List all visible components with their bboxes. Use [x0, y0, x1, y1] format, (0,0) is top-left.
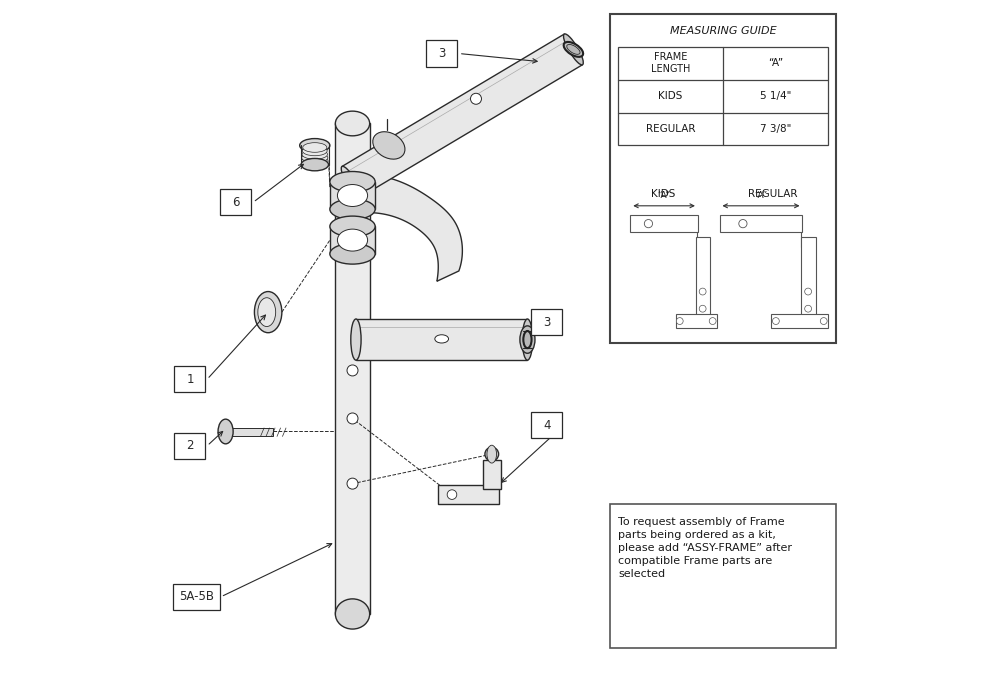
- Text: REGULAR: REGULAR: [748, 189, 797, 199]
- Circle shape: [805, 305, 812, 312]
- Ellipse shape: [303, 143, 327, 152]
- Ellipse shape: [301, 158, 328, 171]
- Circle shape: [739, 220, 747, 228]
- Ellipse shape: [254, 292, 282, 333]
- Text: 5 1/4": 5 1/4": [760, 91, 791, 101]
- Text: “A”: “A”: [754, 191, 768, 200]
- Ellipse shape: [520, 326, 535, 353]
- FancyBboxPatch shape: [610, 504, 836, 648]
- FancyBboxPatch shape: [426, 40, 457, 67]
- FancyBboxPatch shape: [696, 237, 710, 322]
- Ellipse shape: [523, 331, 532, 348]
- Circle shape: [347, 478, 358, 489]
- Text: 6: 6: [232, 196, 240, 209]
- Ellipse shape: [341, 166, 361, 198]
- Text: 7 3/8": 7 3/8": [760, 124, 791, 134]
- Text: REGULAR: REGULAR: [646, 124, 695, 134]
- Ellipse shape: [301, 156, 328, 166]
- Ellipse shape: [335, 599, 370, 629]
- Circle shape: [820, 318, 827, 324]
- FancyBboxPatch shape: [173, 584, 220, 610]
- Ellipse shape: [218, 419, 233, 444]
- Text: MEASURING GUIDE: MEASURING GUIDE: [670, 26, 776, 36]
- FancyBboxPatch shape: [174, 433, 205, 459]
- Text: 3: 3: [543, 316, 550, 329]
- Ellipse shape: [301, 160, 328, 169]
- Ellipse shape: [330, 172, 375, 192]
- Ellipse shape: [335, 111, 370, 136]
- FancyBboxPatch shape: [174, 366, 205, 392]
- Ellipse shape: [522, 319, 533, 360]
- FancyBboxPatch shape: [483, 460, 501, 489]
- Circle shape: [699, 288, 706, 295]
- Circle shape: [485, 447, 499, 461]
- FancyBboxPatch shape: [220, 189, 251, 215]
- FancyBboxPatch shape: [301, 145, 328, 165]
- Text: 5A-5B: 5A-5B: [179, 591, 214, 603]
- FancyBboxPatch shape: [801, 237, 816, 322]
- FancyBboxPatch shape: [610, 14, 836, 343]
- Ellipse shape: [564, 34, 583, 65]
- Ellipse shape: [373, 132, 405, 159]
- Ellipse shape: [300, 139, 330, 152]
- Ellipse shape: [487, 445, 497, 463]
- FancyBboxPatch shape: [676, 314, 717, 328]
- Circle shape: [699, 305, 706, 312]
- FancyBboxPatch shape: [618, 47, 828, 145]
- FancyBboxPatch shape: [720, 215, 802, 232]
- FancyBboxPatch shape: [771, 314, 828, 328]
- FancyBboxPatch shape: [330, 226, 375, 254]
- Ellipse shape: [302, 153, 328, 163]
- FancyBboxPatch shape: [630, 215, 698, 232]
- Ellipse shape: [302, 150, 327, 159]
- Ellipse shape: [351, 319, 361, 360]
- FancyBboxPatch shape: [232, 428, 273, 436]
- FancyBboxPatch shape: [335, 123, 370, 614]
- Ellipse shape: [258, 298, 276, 327]
- Ellipse shape: [330, 216, 375, 237]
- Ellipse shape: [337, 185, 368, 206]
- Circle shape: [471, 93, 481, 104]
- Text: 3: 3: [438, 47, 445, 60]
- FancyBboxPatch shape: [531, 412, 562, 438]
- Circle shape: [644, 220, 653, 228]
- Text: To request assembly of Frame
parts being ordered as a kit,
please add “ASSY-FRAM: To request assembly of Frame parts being…: [618, 517, 792, 580]
- Text: “A”: “A”: [658, 191, 671, 200]
- Circle shape: [709, 318, 716, 324]
- FancyBboxPatch shape: [531, 309, 562, 335]
- Ellipse shape: [302, 146, 327, 156]
- Polygon shape: [356, 319, 527, 360]
- Text: KIDS: KIDS: [651, 189, 675, 199]
- Circle shape: [676, 318, 683, 324]
- Text: “A”: “A”: [768, 58, 783, 68]
- Ellipse shape: [330, 199, 375, 220]
- Ellipse shape: [567, 45, 580, 54]
- Ellipse shape: [564, 42, 583, 57]
- Circle shape: [772, 318, 779, 324]
- FancyBboxPatch shape: [438, 485, 499, 504]
- Ellipse shape: [435, 335, 449, 343]
- Text: 4: 4: [543, 419, 550, 431]
- Text: KIDS: KIDS: [658, 91, 683, 101]
- Circle shape: [805, 288, 812, 295]
- Polygon shape: [370, 175, 462, 281]
- Ellipse shape: [330, 244, 375, 264]
- Circle shape: [347, 365, 358, 376]
- Circle shape: [447, 490, 457, 499]
- FancyBboxPatch shape: [330, 182, 375, 209]
- Text: FRAME
LENGTH: FRAME LENGTH: [651, 52, 690, 74]
- Circle shape: [347, 413, 358, 424]
- Text: 2: 2: [186, 440, 194, 452]
- Text: 1: 1: [186, 373, 194, 386]
- Ellipse shape: [337, 229, 368, 251]
- Polygon shape: [342, 34, 583, 197]
